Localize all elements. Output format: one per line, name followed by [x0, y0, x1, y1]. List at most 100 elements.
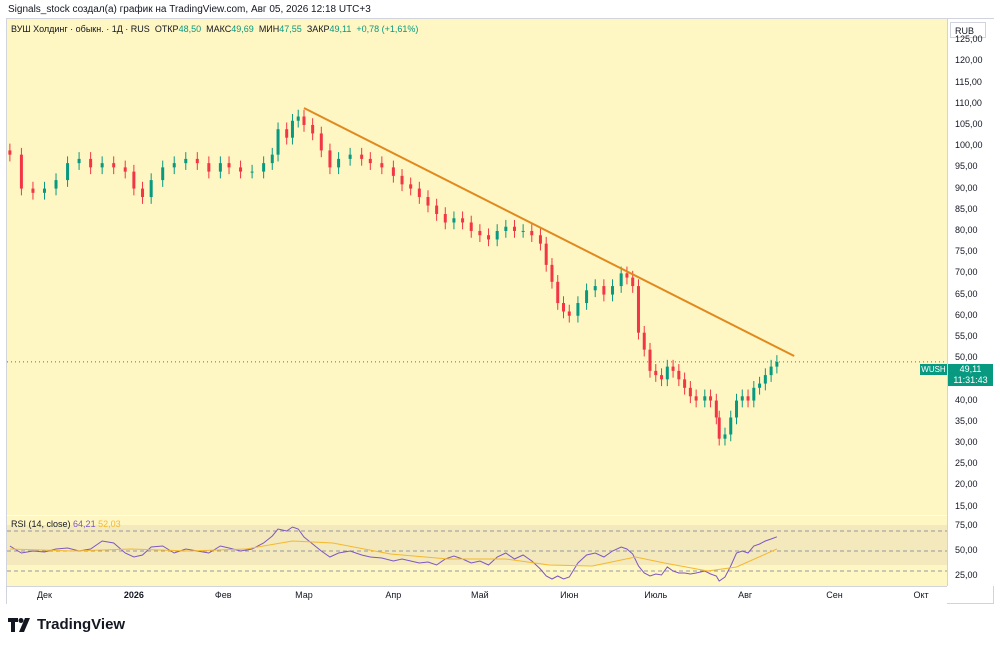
y-tick-label: 105,00	[955, 118, 983, 129]
x-tick-label: Сен	[826, 590, 843, 600]
candle-body	[31, 188, 35, 193]
x-tick-label: Окт	[913, 590, 929, 600]
candle-body	[752, 387, 756, 401]
x-tick-label: Дек	[36, 590, 53, 600]
trendline	[303, 107, 795, 357]
y-tick-label: 125,00	[955, 34, 983, 45]
candle-body	[556, 281, 560, 304]
candle-body	[688, 387, 692, 397]
rsi-y-tick-label: 50,00	[955, 545, 978, 555]
candle-body	[239, 167, 243, 172]
candle-body	[100, 163, 104, 168]
candle-body	[495, 230, 499, 240]
candle-body	[311, 124, 315, 134]
candle-body	[443, 214, 447, 223]
candle-body	[611, 286, 615, 295]
candle-body	[683, 379, 687, 388]
candle-body	[42, 188, 46, 193]
candle-body	[337, 158, 341, 168]
candle-body	[400, 175, 404, 185]
candle-body	[740, 396, 744, 401]
rsi-value: 64,21	[73, 519, 96, 529]
currency-button[interactable]: RUB	[950, 22, 986, 38]
x-tick-label: Фев	[214, 590, 232, 600]
y-tick-label: 15,00	[955, 500, 978, 511]
candle-body	[184, 158, 188, 164]
candle-body	[576, 303, 580, 316]
candle-body	[775, 361, 779, 367]
candle-body	[270, 154, 274, 164]
candle-body	[694, 396, 698, 401]
chart-caption: Signals_stock создал(а) график на Tradin…	[8, 4, 371, 15]
candle-body	[665, 366, 669, 380]
y-tick-label: 70,00	[955, 267, 978, 278]
candle-body	[717, 417, 721, 439]
candle-body	[368, 158, 372, 164]
candle-body	[409, 184, 413, 189]
y-tick-label: 65,00	[955, 288, 978, 299]
candle-body	[172, 163, 176, 168]
rsi-y-tick-label: 25,00	[955, 570, 978, 580]
candle-body	[123, 167, 127, 172]
legend-low: 47,55	[279, 24, 302, 34]
rsi-legend[interactable]: RSI (14, close) 64,21 52,03	[11, 519, 121, 529]
rsi-pane[interactable]	[7, 516, 947, 586]
legend-close-label: ЗАКР	[306, 24, 330, 34]
candle-body	[207, 163, 211, 172]
candle-body	[671, 366, 675, 371]
candle-body	[250, 171, 254, 173]
candle-body	[723, 434, 727, 439]
price-pane[interactable]	[7, 19, 947, 515]
y-tick-label: 80,00	[955, 224, 978, 235]
y-tick-label: 120,00	[955, 55, 983, 66]
x-tick-label: Апр	[385, 590, 402, 600]
y-tick-label: 50,00	[955, 352, 978, 363]
candle-body	[619, 273, 623, 287]
candle-body	[417, 188, 421, 198]
price-axis[interactable]	[947, 19, 994, 586]
candle-body	[132, 171, 136, 189]
candle-body	[77, 158, 81, 164]
candle-body	[452, 218, 456, 223]
time-axis[interactable]	[7, 586, 947, 604]
symbol-badge: WUSH	[920, 364, 947, 375]
legend-high-label: МАКС	[206, 24, 232, 34]
y-tick-label: 60,00	[955, 309, 978, 320]
legend-open-label: ОТКР	[154, 24, 179, 34]
candle-body	[504, 226, 508, 231]
candle-body	[8, 150, 12, 155]
candle-body	[348, 154, 352, 159]
y-tick-label: 55,00	[955, 330, 978, 341]
y-tick-label: 35,00	[955, 415, 978, 426]
legend-title: ВУШ Холдинг · обыкн. · 1Д · RUS	[11, 24, 150, 34]
candle-body	[763, 375, 767, 384]
candle-body	[360, 154, 364, 159]
candle-body	[648, 349, 652, 371]
candle-body	[709, 396, 713, 401]
candle-body	[391, 167, 395, 176]
rsi-label: RSI (14, close)	[11, 519, 71, 529]
candle-body	[54, 180, 58, 189]
rsi-band	[7, 525, 947, 565]
candle-body	[218, 163, 222, 172]
candle-body	[290, 120, 294, 138]
symbol-legend[interactable]: ВУШ Холдинг · обыкн. · 1Д · RUS ОТКР48,5…	[11, 24, 418, 34]
tradingview-logo[interactable]: TradingView	[8, 616, 125, 633]
candle-body	[642, 332, 646, 350]
candle-body	[654, 370, 658, 376]
x-tick-label: Июль	[644, 590, 668, 600]
bar-countdown: 11:31:43	[953, 375, 988, 385]
candle-body	[149, 180, 153, 198]
candle-body	[328, 150, 332, 168]
candle-body	[276, 129, 280, 155]
candle-body	[714, 400, 718, 418]
candle-body	[735, 400, 739, 418]
candle-body	[469, 222, 473, 231]
candle-body	[703, 396, 707, 401]
y-tick-label: 95,00	[955, 161, 978, 172]
candle-body	[112, 163, 116, 168]
x-tick-label: 2026	[123, 590, 144, 600]
candle-body	[512, 226, 516, 231]
candle-body	[141, 188, 145, 198]
candle-body	[89, 158, 93, 168]
